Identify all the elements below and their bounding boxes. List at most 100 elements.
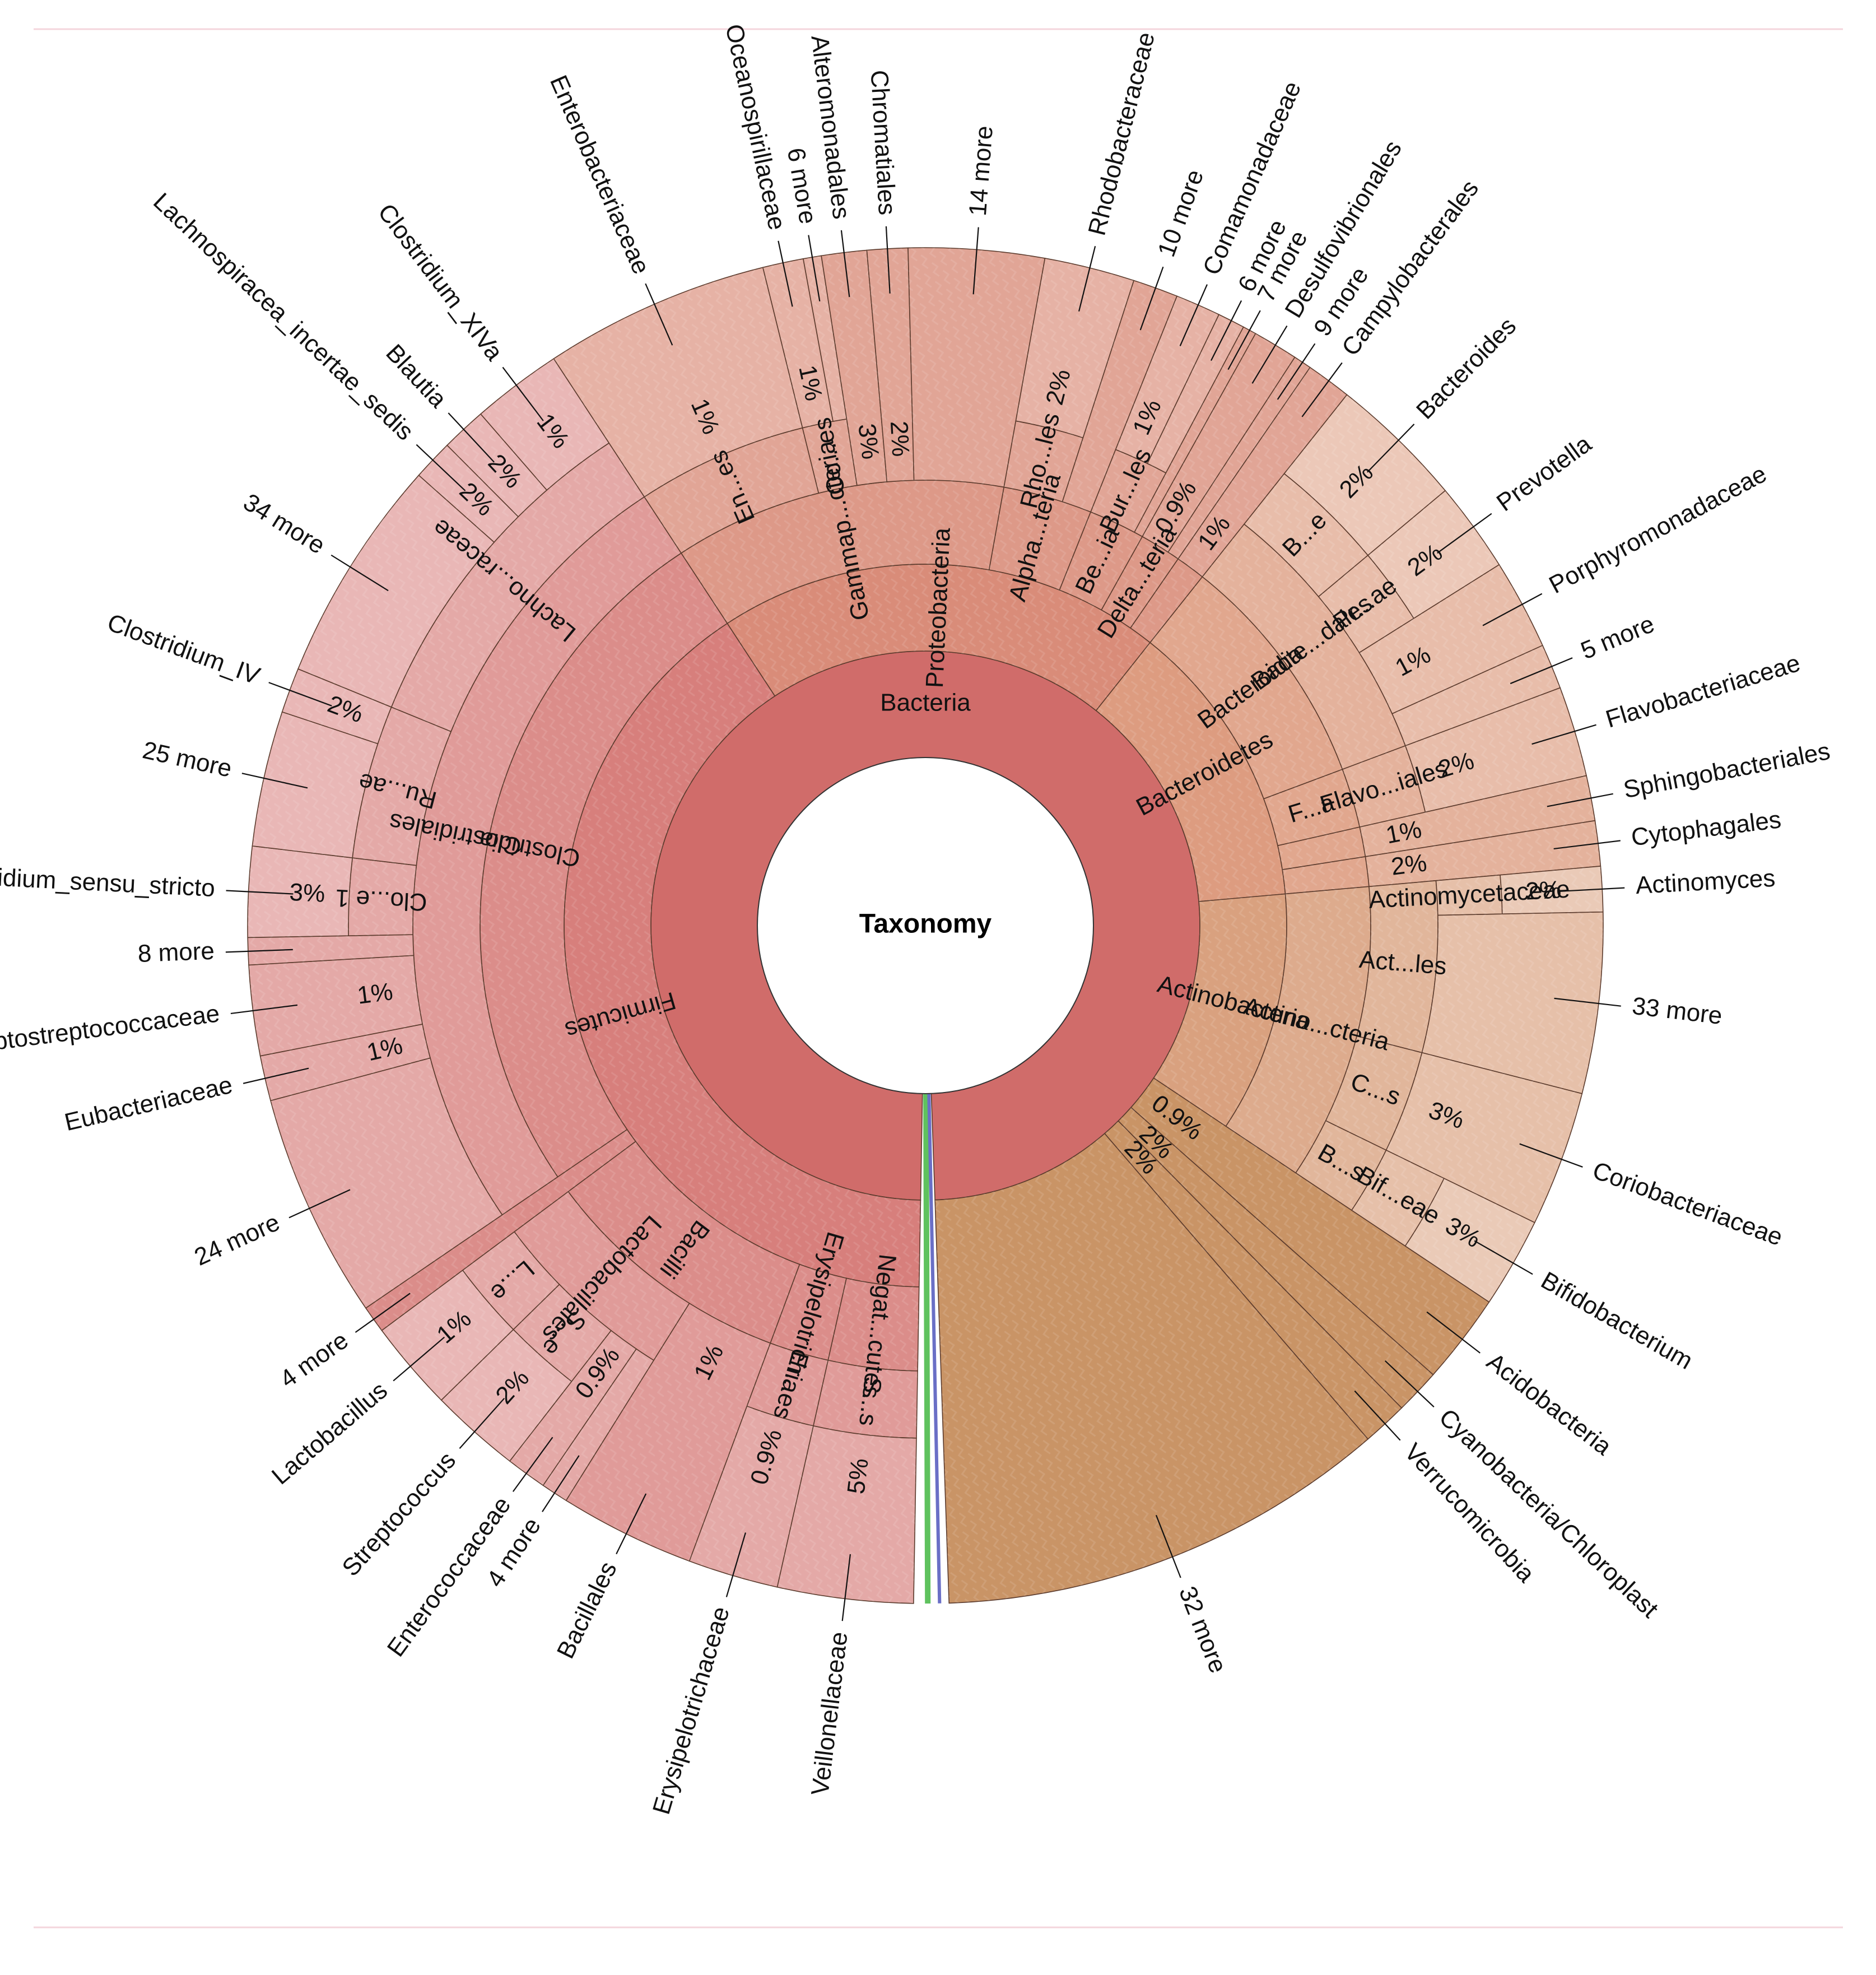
leader-line xyxy=(1227,310,1261,370)
percent-label: 2% xyxy=(1525,876,1562,905)
leader-line xyxy=(1139,266,1164,331)
leaf-label-14-more: 14 more xyxy=(964,125,998,217)
label-s-s: S...s xyxy=(854,1375,887,1428)
leader-line xyxy=(1482,593,1543,626)
wedge-texture xyxy=(1004,421,1083,502)
leaf-label-clostridium-iv: Clostridium_IV xyxy=(104,608,264,690)
leader-line xyxy=(268,682,332,707)
wedge-texture xyxy=(803,255,847,421)
wedge-texture xyxy=(462,1232,560,1330)
leader-line xyxy=(1251,325,1288,384)
leaf-label-oceanospirillaceae: Oceanospirillaceae xyxy=(720,22,791,233)
leaf-label-32-more: 32 more xyxy=(1174,1583,1232,1677)
leader-line xyxy=(841,1554,851,1621)
wedge-texture xyxy=(689,1406,813,1587)
leaf-label-porphyromonadaceae: Porphyromonadaceae xyxy=(1544,460,1771,599)
wedge-texture xyxy=(813,1360,918,1438)
wedge-texture xyxy=(391,443,645,732)
leader-line xyxy=(1179,284,1208,346)
leaf-label-coriobacteriaceae: Coriobacteriaceae xyxy=(1589,1156,1786,1251)
wedge-texture xyxy=(1096,642,1286,902)
wedge-texture xyxy=(1118,1107,1433,1408)
wedge-texture xyxy=(681,480,1004,624)
leader-line xyxy=(778,240,793,307)
leader-line xyxy=(1557,887,1625,893)
wedge-texture xyxy=(935,1133,1368,1604)
wedge-texture xyxy=(1500,866,1603,914)
wedge-texture xyxy=(260,1024,431,1101)
wedge-texture xyxy=(802,419,857,494)
wedge-texture xyxy=(514,1191,690,1360)
wedge-texture xyxy=(1104,1121,1402,1439)
wedge-texture xyxy=(564,623,921,1287)
wedge-texture xyxy=(568,1141,800,1344)
wedge-texture xyxy=(907,247,1045,487)
percent-label: 1% xyxy=(1384,815,1424,849)
leaf-label-10-more: 10 more xyxy=(1152,166,1209,260)
wedge-texture xyxy=(1142,333,1295,552)
leaf-label-lachnospiracea-incertae-sedis: Lachnospiracea_incertae_sedis xyxy=(148,188,418,446)
wedge-texture xyxy=(1130,559,1203,643)
sliver-green xyxy=(923,1093,931,1604)
leaf-label-25-more: 25 more xyxy=(140,736,234,783)
leader-line xyxy=(840,230,850,298)
wedge-texture xyxy=(1134,327,1256,537)
wedge-texture xyxy=(252,712,378,858)
leader-line xyxy=(1367,424,1415,473)
wedge-texture xyxy=(553,267,803,497)
leaf-label-cytophagales: Cytophagales xyxy=(1630,806,1782,851)
leader-line xyxy=(1437,513,1492,554)
leaf-label-bacteroides: Bacteroides xyxy=(1411,312,1521,425)
leader-line xyxy=(355,1293,411,1333)
wedge-texture xyxy=(1405,1178,1535,1302)
leader-line xyxy=(1519,1143,1583,1168)
leaf-label-sphingobacteriales: Sphingobacteriales xyxy=(1621,737,1832,804)
wedge-texture xyxy=(418,445,519,542)
wedge-texture xyxy=(1131,1078,1489,1375)
wedge-texture xyxy=(509,1330,636,1486)
wedge-texture xyxy=(821,250,887,486)
leader-line xyxy=(1554,997,1621,1007)
wedge-texture xyxy=(1244,473,1368,597)
wedge-texture xyxy=(747,1343,828,1426)
leader-line xyxy=(512,1437,553,1492)
leaf-label-8-more: 8 more xyxy=(137,937,215,968)
wedge-texture xyxy=(413,496,682,1215)
wedge-texture xyxy=(480,553,728,1177)
wedge-texture xyxy=(1284,394,1446,556)
wedge-texture xyxy=(1147,314,1244,473)
leaf-label-clostridium-sensu-stricto: Clostridium_sensu_stricto xyxy=(0,861,216,902)
leader-line xyxy=(1301,362,1343,417)
wedge-texture xyxy=(298,475,495,708)
leader-line xyxy=(225,949,293,953)
leaf-label-streptococcus: Streptococcus xyxy=(337,1447,461,1582)
leaf-label-lactobacillus: Lactobacillus xyxy=(267,1377,393,1490)
wedge-texture xyxy=(762,258,834,428)
leader-line xyxy=(226,890,294,895)
wedge-texture xyxy=(1168,357,1310,559)
percent-label: 5% xyxy=(842,1457,874,1495)
leader-line xyxy=(1474,1240,1533,1275)
leader-line xyxy=(972,227,979,295)
wedge-texture xyxy=(1360,775,1595,857)
leader-line xyxy=(1155,1514,1181,1578)
wedge-texture xyxy=(1115,296,1219,464)
leader-line xyxy=(1547,793,1613,807)
wedge-texture xyxy=(1392,645,1561,746)
leader-line xyxy=(288,1189,351,1219)
leader-line xyxy=(1553,840,1621,850)
label-clo-e-1: Clo...e 1 xyxy=(335,884,428,916)
wedge-texture xyxy=(644,427,819,554)
leaf-label-24-more: 24 more xyxy=(190,1209,284,1271)
leader-line xyxy=(241,773,308,789)
leader-line xyxy=(448,412,495,463)
wedge-texture xyxy=(1365,820,1601,887)
leader-line xyxy=(1354,1390,1401,1441)
wedge-texture xyxy=(348,858,417,936)
leader-line xyxy=(393,1336,445,1382)
wedge-texture xyxy=(271,1058,502,1308)
wedge-texture xyxy=(1178,367,1347,577)
leaf-label-verrucomicrobia: Verrucomicrobia xyxy=(1399,1438,1540,1588)
wedge-texture xyxy=(1016,258,1134,438)
leader-line xyxy=(330,554,389,592)
